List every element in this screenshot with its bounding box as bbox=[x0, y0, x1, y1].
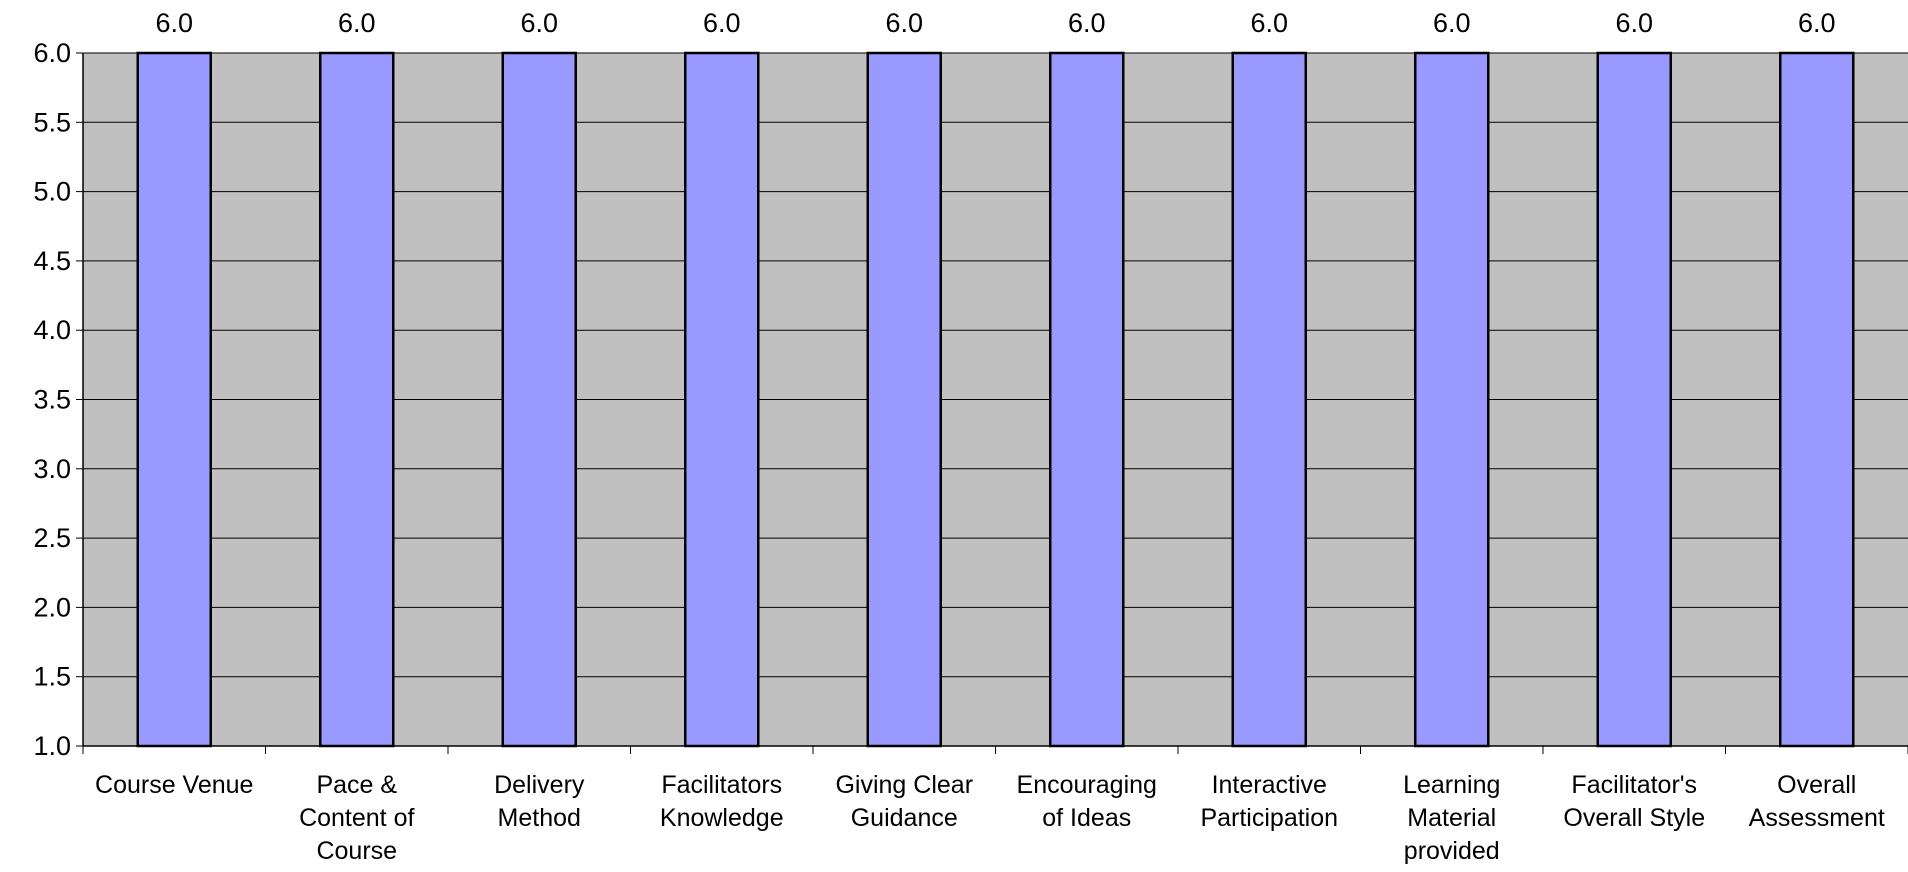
bar bbox=[1596, 51, 1672, 748]
x-axis-ticks: Course Venue Pace & Content of Course Delive… bbox=[82, 746, 1908, 865]
bar bbox=[501, 51, 577, 748]
y-tick-label: 4.0 bbox=[33, 315, 71, 345]
bar bbox=[684, 51, 760, 748]
data-label: 6.0 bbox=[1615, 8, 1653, 38]
y-tick-label: 5.5 bbox=[33, 107, 71, 137]
x-tick-label: Facilitator's Overall Style bbox=[1563, 771, 1705, 832]
data-label: 6.0 bbox=[885, 8, 923, 38]
bar bbox=[1779, 51, 1855, 748]
x-tick-label: Giving Clear Guidance bbox=[835, 771, 973, 832]
data-label: 6.0 bbox=[1068, 8, 1106, 38]
x-tick-label: Delivery Method bbox=[494, 771, 585, 832]
data-label: 6.0 bbox=[1798, 8, 1836, 38]
x-tick-label: Facilitators Knowledge bbox=[660, 771, 784, 832]
y-tick-label: 2.5 bbox=[33, 523, 71, 553]
y-tick-label: 6.0 bbox=[33, 38, 71, 68]
bar bbox=[136, 51, 212, 748]
y-tick-label: 3.0 bbox=[33, 454, 71, 484]
data-label: 6.0 bbox=[703, 8, 741, 38]
bar bbox=[1231, 51, 1307, 748]
x-tick-label: Encouraging of Ideas bbox=[1017, 771, 1157, 832]
data-label: 6.0 bbox=[1433, 8, 1471, 38]
x-tick-label: Interactive Participation bbox=[1200, 771, 1338, 832]
y-tick-label: 1.0 bbox=[33, 731, 71, 761]
y-tick-label: 2.0 bbox=[33, 592, 71, 622]
y-tick-label: 5.0 bbox=[33, 177, 71, 207]
bars bbox=[136, 51, 1855, 748]
data-label: 6.0 bbox=[1250, 8, 1288, 38]
data-label: 6.0 bbox=[155, 8, 193, 38]
bar bbox=[1049, 51, 1125, 748]
bar bbox=[1414, 51, 1490, 748]
data-labels: 6.0 6.0 6.0 6.0 6.0 6.0 6.0 6.0 6.0 6.0 bbox=[155, 8, 1835, 38]
y-tick-label: 3.5 bbox=[33, 385, 71, 415]
x-tick-label: Overall Assessment bbox=[1749, 771, 1885, 832]
x-tick-label: Pace & Content of Course bbox=[299, 771, 414, 865]
y-axis-ticks: 1.0 1.5 2.0 2.5 3.0 3.5 4.0 4.5 5.0 5.5 6.0 bbox=[33, 38, 83, 761]
data-label: 6.0 bbox=[520, 8, 558, 38]
bar bbox=[319, 51, 395, 748]
y-tick-label: 4.5 bbox=[33, 246, 71, 276]
data-label: 6.0 bbox=[338, 8, 376, 38]
x-tick-label: Learning Material provided bbox=[1403, 771, 1500, 865]
y-tick-label: 1.5 bbox=[33, 662, 71, 692]
x-tick-label: Course Venue bbox=[95, 771, 253, 799]
bar bbox=[866, 51, 942, 748]
